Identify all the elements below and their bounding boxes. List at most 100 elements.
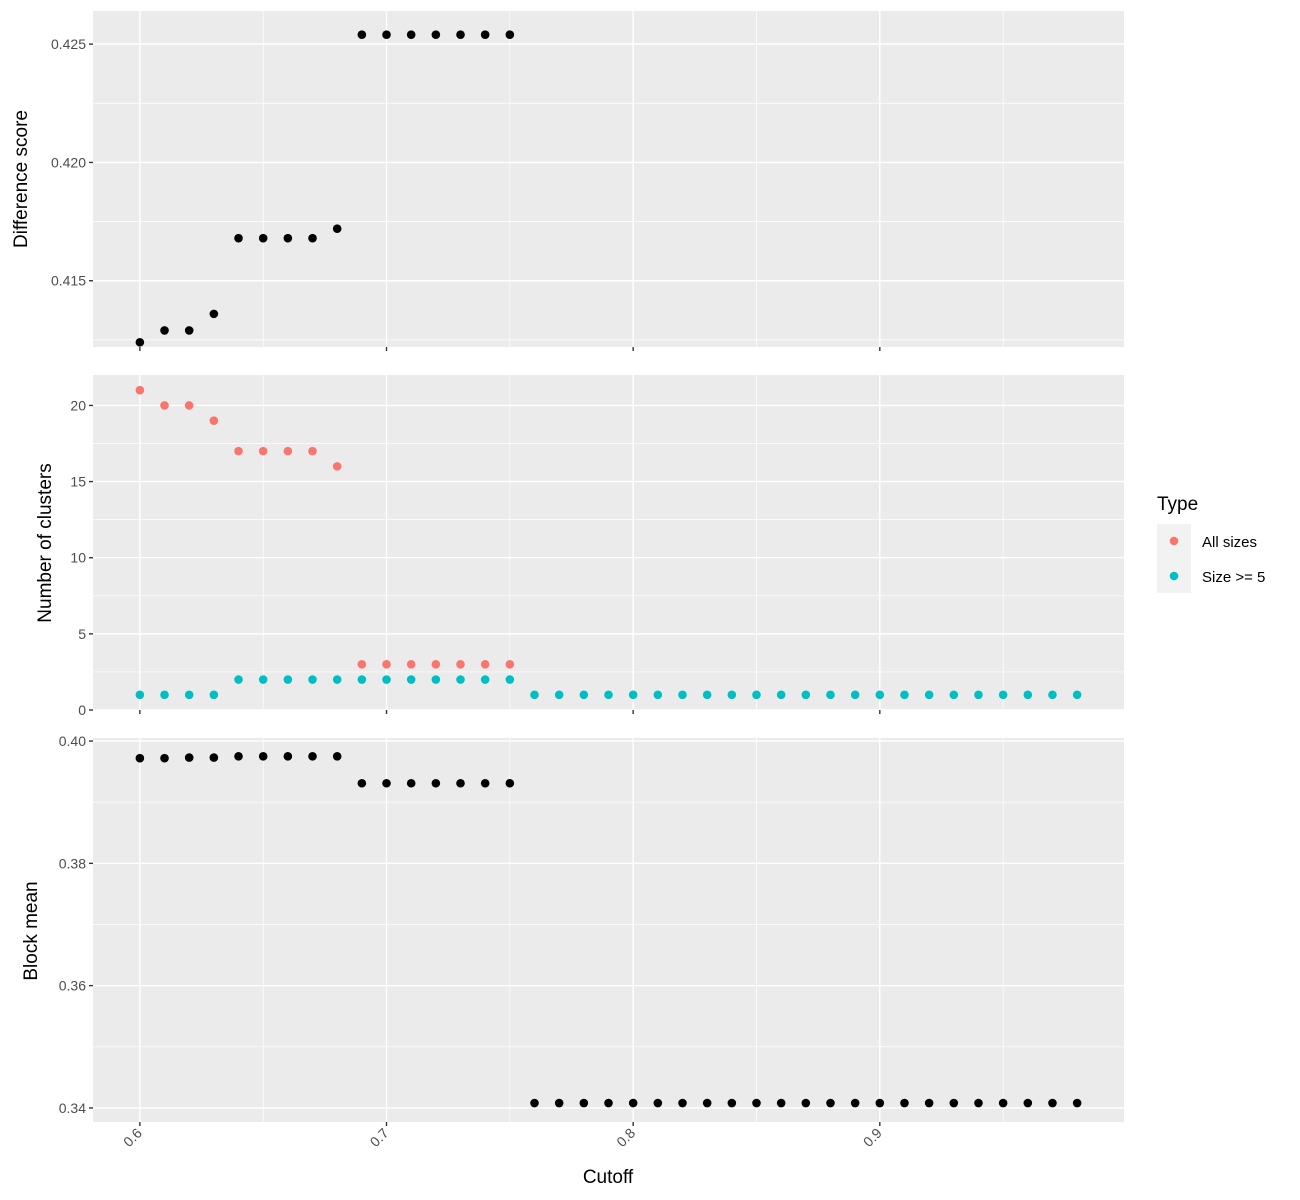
data-point-size-5 bbox=[456, 675, 465, 684]
data-point-size-5 bbox=[727, 690, 737, 700]
data-point-size-5 bbox=[406, 675, 416, 684]
data-point-size-5 bbox=[579, 690, 589, 700]
data-point-all-sizes bbox=[431, 660, 441, 669]
data-point-size-5 bbox=[308, 675, 317, 684]
data-point-size-5 bbox=[924, 690, 934, 700]
data-point-block-mean bbox=[382, 778, 391, 788]
data-point-size-5 bbox=[702, 690, 712, 700]
y-tick-label: 0.36 bbox=[59, 978, 86, 994]
data-point-size-5 bbox=[382, 675, 391, 684]
data-point-all-sizes bbox=[308, 446, 317, 456]
data-point-block-mean bbox=[135, 753, 145, 763]
data-point-difference-score bbox=[160, 326, 169, 335]
data-point-difference-score bbox=[332, 224, 342, 233]
y-axis-title-number-of-clusters: Number of clusters bbox=[35, 463, 56, 622]
x-tick-label: 0.9 bbox=[860, 1125, 885, 1150]
data-point-block-mean bbox=[604, 1098, 613, 1108]
y-tick-label: 0.415 bbox=[51, 273, 86, 289]
y-tick-label: 15 bbox=[70, 474, 86, 490]
data-point-block-mean bbox=[258, 752, 268, 761]
data-point-size-5 bbox=[974, 690, 983, 700]
data-point-block-mean bbox=[678, 1098, 687, 1108]
legend-label-all-sizes: All sizes bbox=[1202, 534, 1257, 551]
data-point-block-mean bbox=[850, 1098, 860, 1108]
data-point-block-mean bbox=[801, 1098, 811, 1108]
data-point-all-sizes bbox=[505, 660, 515, 669]
data-point-block-mean bbox=[1023, 1098, 1033, 1108]
y-axis-title-block-mean: Block mean bbox=[21, 881, 42, 980]
data-point-block-mean bbox=[924, 1098, 934, 1108]
data-point-difference-score bbox=[456, 30, 465, 39]
data-point-all-sizes bbox=[332, 462, 342, 471]
data-point-block-mean bbox=[480, 778, 490, 788]
data-point-size-5 bbox=[357, 675, 367, 684]
data-point-block-mean bbox=[628, 1098, 638, 1108]
block-mean-panel: 0.34 0.36 0.38 0.40 0.6 0.7 0.8 0.9 bbox=[59, 733, 1124, 1150]
y-axis-title-difference-score: Difference score bbox=[11, 110, 32, 248]
data-point-size-5 bbox=[653, 690, 663, 700]
data-point-block-mean bbox=[234, 752, 243, 761]
data-point-all-sizes bbox=[160, 401, 169, 410]
data-point-block-mean bbox=[308, 752, 317, 761]
data-point-difference-score bbox=[431, 30, 441, 39]
y-tick-label: 0.40 bbox=[59, 733, 86, 749]
difference-score-plot-area bbox=[93, 11, 1124, 347]
data-point-all-sizes bbox=[480, 660, 490, 669]
data-point-size-5 bbox=[135, 690, 145, 700]
data-point-difference-score bbox=[209, 309, 219, 319]
data-point-all-sizes bbox=[234, 446, 243, 456]
data-point-block-mean bbox=[579, 1098, 589, 1108]
number-of-clusters-panel: 0 5 10 15 20 bbox=[70, 375, 1124, 718]
data-point-all-sizes bbox=[135, 385, 145, 395]
legend-key-background bbox=[1157, 524, 1191, 593]
data-point-block-mean bbox=[1048, 1098, 1057, 1108]
data-point-size-5 bbox=[678, 690, 687, 700]
data-point-size-5 bbox=[900, 690, 909, 700]
data-point-size-5 bbox=[875, 690, 885, 700]
data-point-difference-score bbox=[184, 326, 194, 335]
data-point-difference-score bbox=[234, 233, 243, 243]
number-of-clusters-plot-area bbox=[93, 375, 1124, 710]
data-point-difference-score bbox=[357, 30, 367, 39]
data-point-size-5 bbox=[826, 690, 835, 700]
difference-score-panel: 0.415 0.420 0.425 bbox=[51, 11, 1124, 351]
data-point-size-5 bbox=[480, 675, 490, 684]
legend-title: Type bbox=[1157, 494, 1198, 515]
data-point-block-mean bbox=[357, 778, 367, 788]
data-point-difference-score bbox=[135, 337, 145, 347]
y-tick-label: 5 bbox=[78, 626, 86, 642]
data-point-difference-score bbox=[308, 233, 317, 243]
data-point-size-5 bbox=[850, 690, 860, 700]
data-point-size-5 bbox=[554, 690, 564, 700]
y-tick-label: 10 bbox=[70, 550, 86, 566]
data-point-size-5 bbox=[1023, 690, 1033, 700]
data-point-block-mean bbox=[752, 1098, 761, 1108]
data-point-all-sizes bbox=[283, 446, 293, 456]
data-point-size-5 bbox=[160, 690, 169, 700]
data-point-all-sizes bbox=[209, 416, 219, 425]
y-tick-label: 0 bbox=[78, 702, 86, 718]
data-point-block-mean bbox=[900, 1098, 909, 1108]
data-point-block-mean bbox=[998, 1098, 1008, 1108]
legend: Type All sizes Size >= 5 bbox=[1157, 494, 1265, 593]
y-tick-label: 0.420 bbox=[51, 154, 86, 170]
data-point-block-mean bbox=[209, 753, 219, 762]
data-point-block-mean bbox=[1072, 1098, 1082, 1108]
y-tick-label: 0.34 bbox=[59, 1100, 86, 1116]
data-point-all-sizes bbox=[456, 660, 465, 669]
data-point-size-5 bbox=[530, 690, 539, 700]
data-point-size-5 bbox=[505, 675, 515, 684]
data-point-difference-score bbox=[382, 30, 391, 39]
data-point-size-5 bbox=[752, 690, 761, 700]
data-point-block-mean bbox=[456, 778, 465, 788]
y-tick-label: 0.425 bbox=[51, 36, 86, 52]
data-point-block-mean bbox=[826, 1098, 835, 1108]
data-point-size-5 bbox=[184, 690, 194, 700]
data-point-difference-score bbox=[480, 30, 490, 39]
data-point-size-5 bbox=[628, 690, 638, 700]
x-tick-label: 0.6 bbox=[120, 1125, 145, 1150]
x-axis-title: Cutoff bbox=[583, 1167, 634, 1188]
data-point-block-mean bbox=[727, 1098, 737, 1108]
data-point-block-mean bbox=[431, 778, 441, 788]
